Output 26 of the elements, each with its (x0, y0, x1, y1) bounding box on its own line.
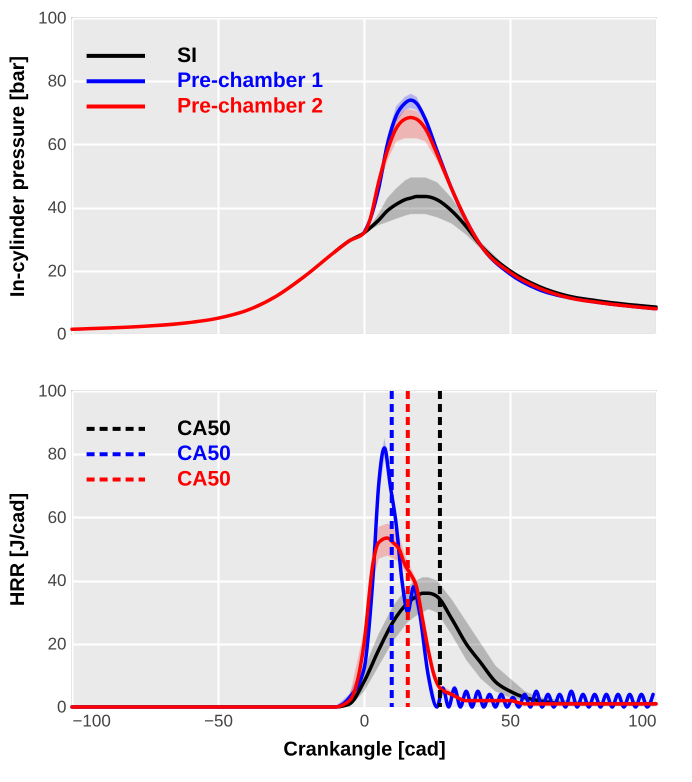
y-tick-label: 0 (57, 324, 66, 344)
x-tick-label: 100 (628, 712, 656, 730)
legend-label: Pre-chamber 2 (177, 94, 324, 118)
legend-label: SI (177, 44, 197, 67)
y-tick-label: 80 (48, 72, 66, 91)
x-tick-label: 0 (360, 712, 370, 730)
ref-line-label: CA50 (177, 467, 231, 490)
y-tick-label: 0 (57, 698, 66, 716)
y-tick-label: 100 (38, 8, 66, 28)
y-tick-label: 80 (48, 444, 66, 464)
x-axis-title: Crankangle [cad] (283, 738, 446, 760)
x-tick-label: −100 (72, 712, 111, 730)
y-tick-label: 40 (48, 571, 66, 590)
y-tick-label: 60 (48, 134, 66, 154)
y-tick-label: 20 (48, 634, 66, 654)
x-tick-label: −50 (204, 712, 233, 730)
y-axis-title: In-cylinder pressure [bar] (7, 56, 30, 298)
legend-label: Pre-chamber 1 (177, 69, 324, 92)
y-tick-label: 20 (48, 261, 66, 280)
ref-line-label: CA50 (177, 416, 231, 440)
y-tick-label: 40 (48, 198, 66, 218)
y-tick-label: 60 (48, 508, 66, 527)
x-tick-label: 50 (501, 712, 520, 730)
y-axis-title: HRR [J/cad] (7, 492, 30, 606)
y-tick-label: 100 (38, 382, 66, 400)
ref-line-label: CA50 (177, 442, 231, 466)
